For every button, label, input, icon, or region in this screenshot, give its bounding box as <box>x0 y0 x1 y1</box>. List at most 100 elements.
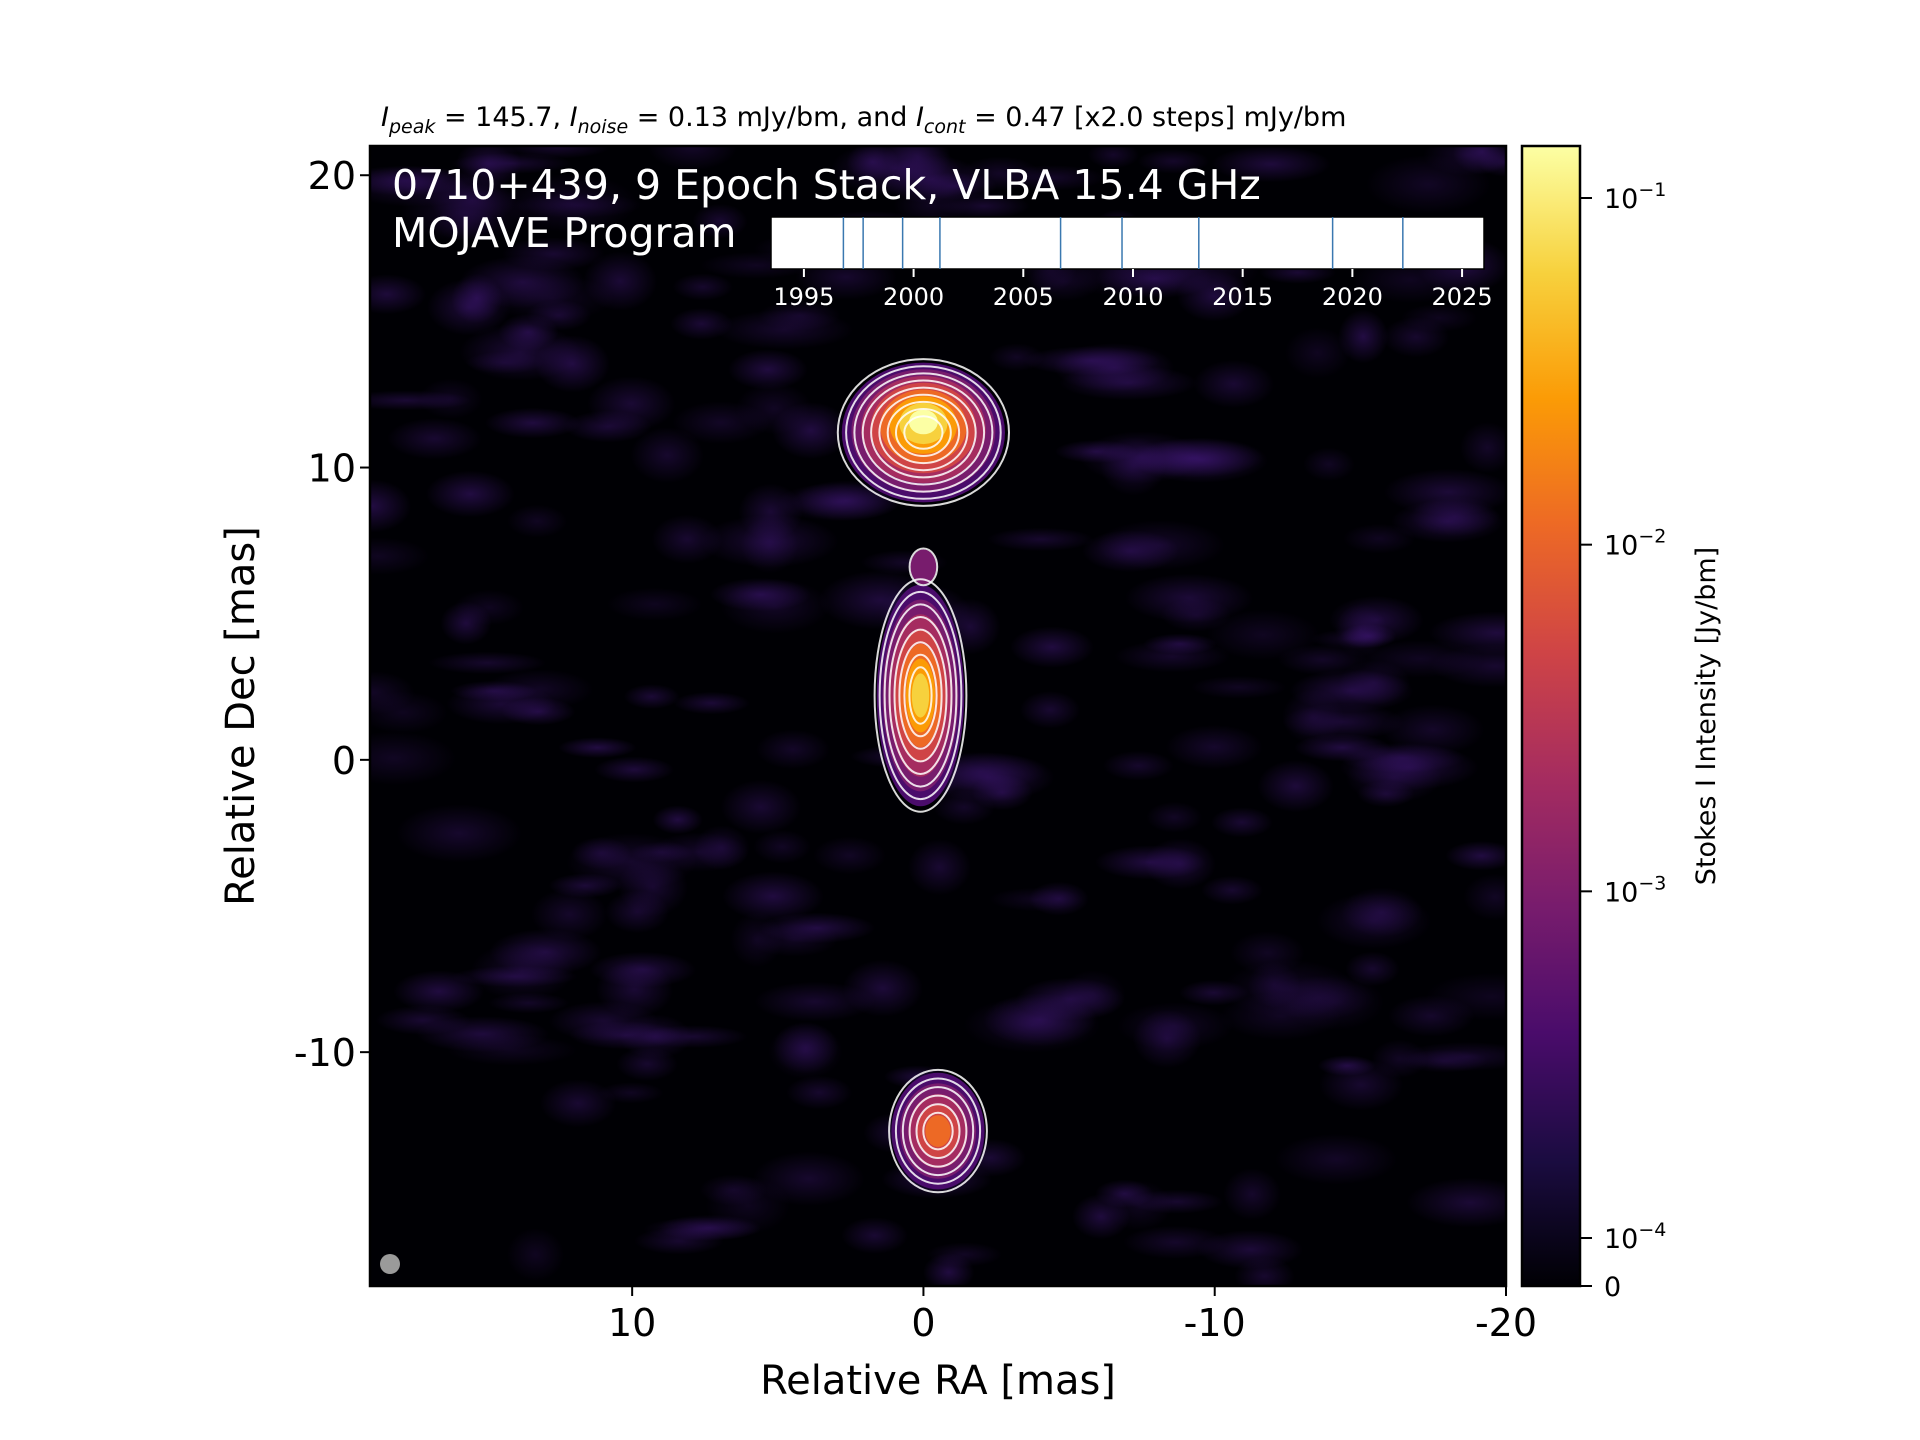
noise-blob <box>370 390 472 411</box>
noise-blob <box>506 504 568 538</box>
noise-blob <box>987 527 1094 552</box>
noise-blob <box>370 274 427 315</box>
noise-blob <box>1371 1039 1428 1079</box>
noise-blob <box>907 839 972 896</box>
y-tick-label: 0 <box>332 739 356 783</box>
contour <box>898 641 943 750</box>
noise-blob <box>623 684 680 710</box>
noise-blob <box>1294 733 1391 762</box>
noise-blob <box>1079 431 1203 484</box>
noise-blob <box>705 1176 790 1235</box>
contour <box>853 372 994 493</box>
noise-blob <box>1028 881 1089 916</box>
noise-blob <box>1102 750 1174 781</box>
noise-blob <box>396 804 522 863</box>
emission-layer <box>925 1115 951 1147</box>
noise-blob <box>630 841 693 863</box>
noise-blob <box>1310 629 1396 650</box>
noise-blob <box>498 313 559 351</box>
noise-blob <box>841 1217 909 1254</box>
contour-lines <box>836 358 1011 1194</box>
noise-blob <box>1087 146 1140 169</box>
noise-blob <box>1223 1168 1281 1221</box>
contour <box>888 616 953 775</box>
noise-blob <box>1137 148 1210 174</box>
epoch-timeline-ticks: 1995 2000 2005 2010 2015 2020 2025 <box>773 269 1493 311</box>
y-tick-label: -10 <box>294 1031 356 1075</box>
noise-blob <box>370 537 430 575</box>
colorbar-tick-label: 0 <box>1604 1272 1621 1303</box>
x-axis-label: Relative RA [mas] <box>760 1358 1116 1404</box>
contour <box>908 1094 968 1168</box>
noise-blob <box>564 410 652 443</box>
noise-blob <box>692 203 748 239</box>
noise-blob <box>1210 807 1273 838</box>
noise-blob <box>1257 759 1334 813</box>
noise-blob <box>470 942 574 1001</box>
noise-blob <box>926 1242 1003 1267</box>
y-tick-label: 10 <box>308 447 356 491</box>
contour <box>903 653 938 738</box>
noise-blob <box>1081 529 1179 573</box>
noise-blob <box>589 951 697 988</box>
noise-blob <box>1094 845 1206 880</box>
noise-blob <box>1072 1194 1130 1240</box>
colorbar-ticks: 10−1 10−2 10−3 10−4 0 <box>1580 179 1666 1303</box>
noise-blob <box>1197 1229 1304 1270</box>
noise-blob <box>594 756 675 783</box>
y-axis-ticks: 20 10 0 -10 <box>294 154 370 1075</box>
colorbar-tick-label: 10−2 <box>1604 526 1666 562</box>
noise-blob <box>649 832 749 872</box>
epoch-tick-label: 1995 <box>773 283 834 311</box>
noise-blob <box>1400 303 1478 333</box>
x-axis-ticks: 10 0 -10 -20 <box>608 1286 1537 1345</box>
noise-blob <box>370 479 412 533</box>
contour <box>883 603 958 788</box>
contour <box>873 578 968 813</box>
noise-blob <box>1284 327 1351 379</box>
noise-blob <box>484 407 581 439</box>
noise-blob <box>791 480 901 521</box>
epoch-tick-label: 2005 <box>993 283 1054 311</box>
epoch-tick-label: 2020 <box>1322 283 1383 311</box>
noise-blob <box>370 671 416 715</box>
colorbar: 10−1 10−2 10−3 10−4 0 Stokes I Intensity [Jy… <box>1520 144 1722 1303</box>
noise-blob <box>606 587 703 621</box>
source-title: 0710+439, 9 Epoch Stack, VLBA 15.4 GHz <box>392 161 1261 209</box>
noise-blob <box>720 779 802 835</box>
contour <box>922 1111 954 1151</box>
noise-blob <box>1190 675 1287 699</box>
noise-blob <box>428 651 547 675</box>
noise-blob <box>1247 961 1301 1008</box>
y-tick-label: 20 <box>308 154 356 198</box>
noise-blob <box>425 470 515 518</box>
noise-blob <box>1463 873 1506 921</box>
noise-blob <box>753 829 811 864</box>
epoch-lines <box>842 217 1404 269</box>
contour <box>878 393 969 472</box>
contour <box>901 1086 975 1177</box>
noise-blob <box>583 251 658 311</box>
noise-blob <box>813 836 887 875</box>
noise-blob <box>1132 1009 1202 1069</box>
contour <box>895 408 952 457</box>
contour <box>893 628 948 763</box>
emission-layer <box>911 673 930 718</box>
contour <box>870 386 977 479</box>
stats-line: Ipeak = 145.7, Inoise = 0.13 mJy/bm, and… <box>381 102 1346 138</box>
contour <box>836 358 1011 507</box>
noise-blob <box>531 888 608 941</box>
epoch-tick-label: 2015 <box>1212 283 1273 311</box>
x-tick-label: 10 <box>608 1301 656 1345</box>
noise-blob <box>616 1047 678 1081</box>
noise-blob <box>714 309 854 350</box>
contour <box>894 1077 982 1185</box>
noise-blob <box>672 273 734 301</box>
noise-blob <box>490 274 614 322</box>
noise-blob <box>1303 447 1355 482</box>
noise-blob <box>933 789 995 825</box>
emission-layer <box>910 549 937 585</box>
noise-blob <box>652 805 703 835</box>
contour <box>888 1068 988 1194</box>
